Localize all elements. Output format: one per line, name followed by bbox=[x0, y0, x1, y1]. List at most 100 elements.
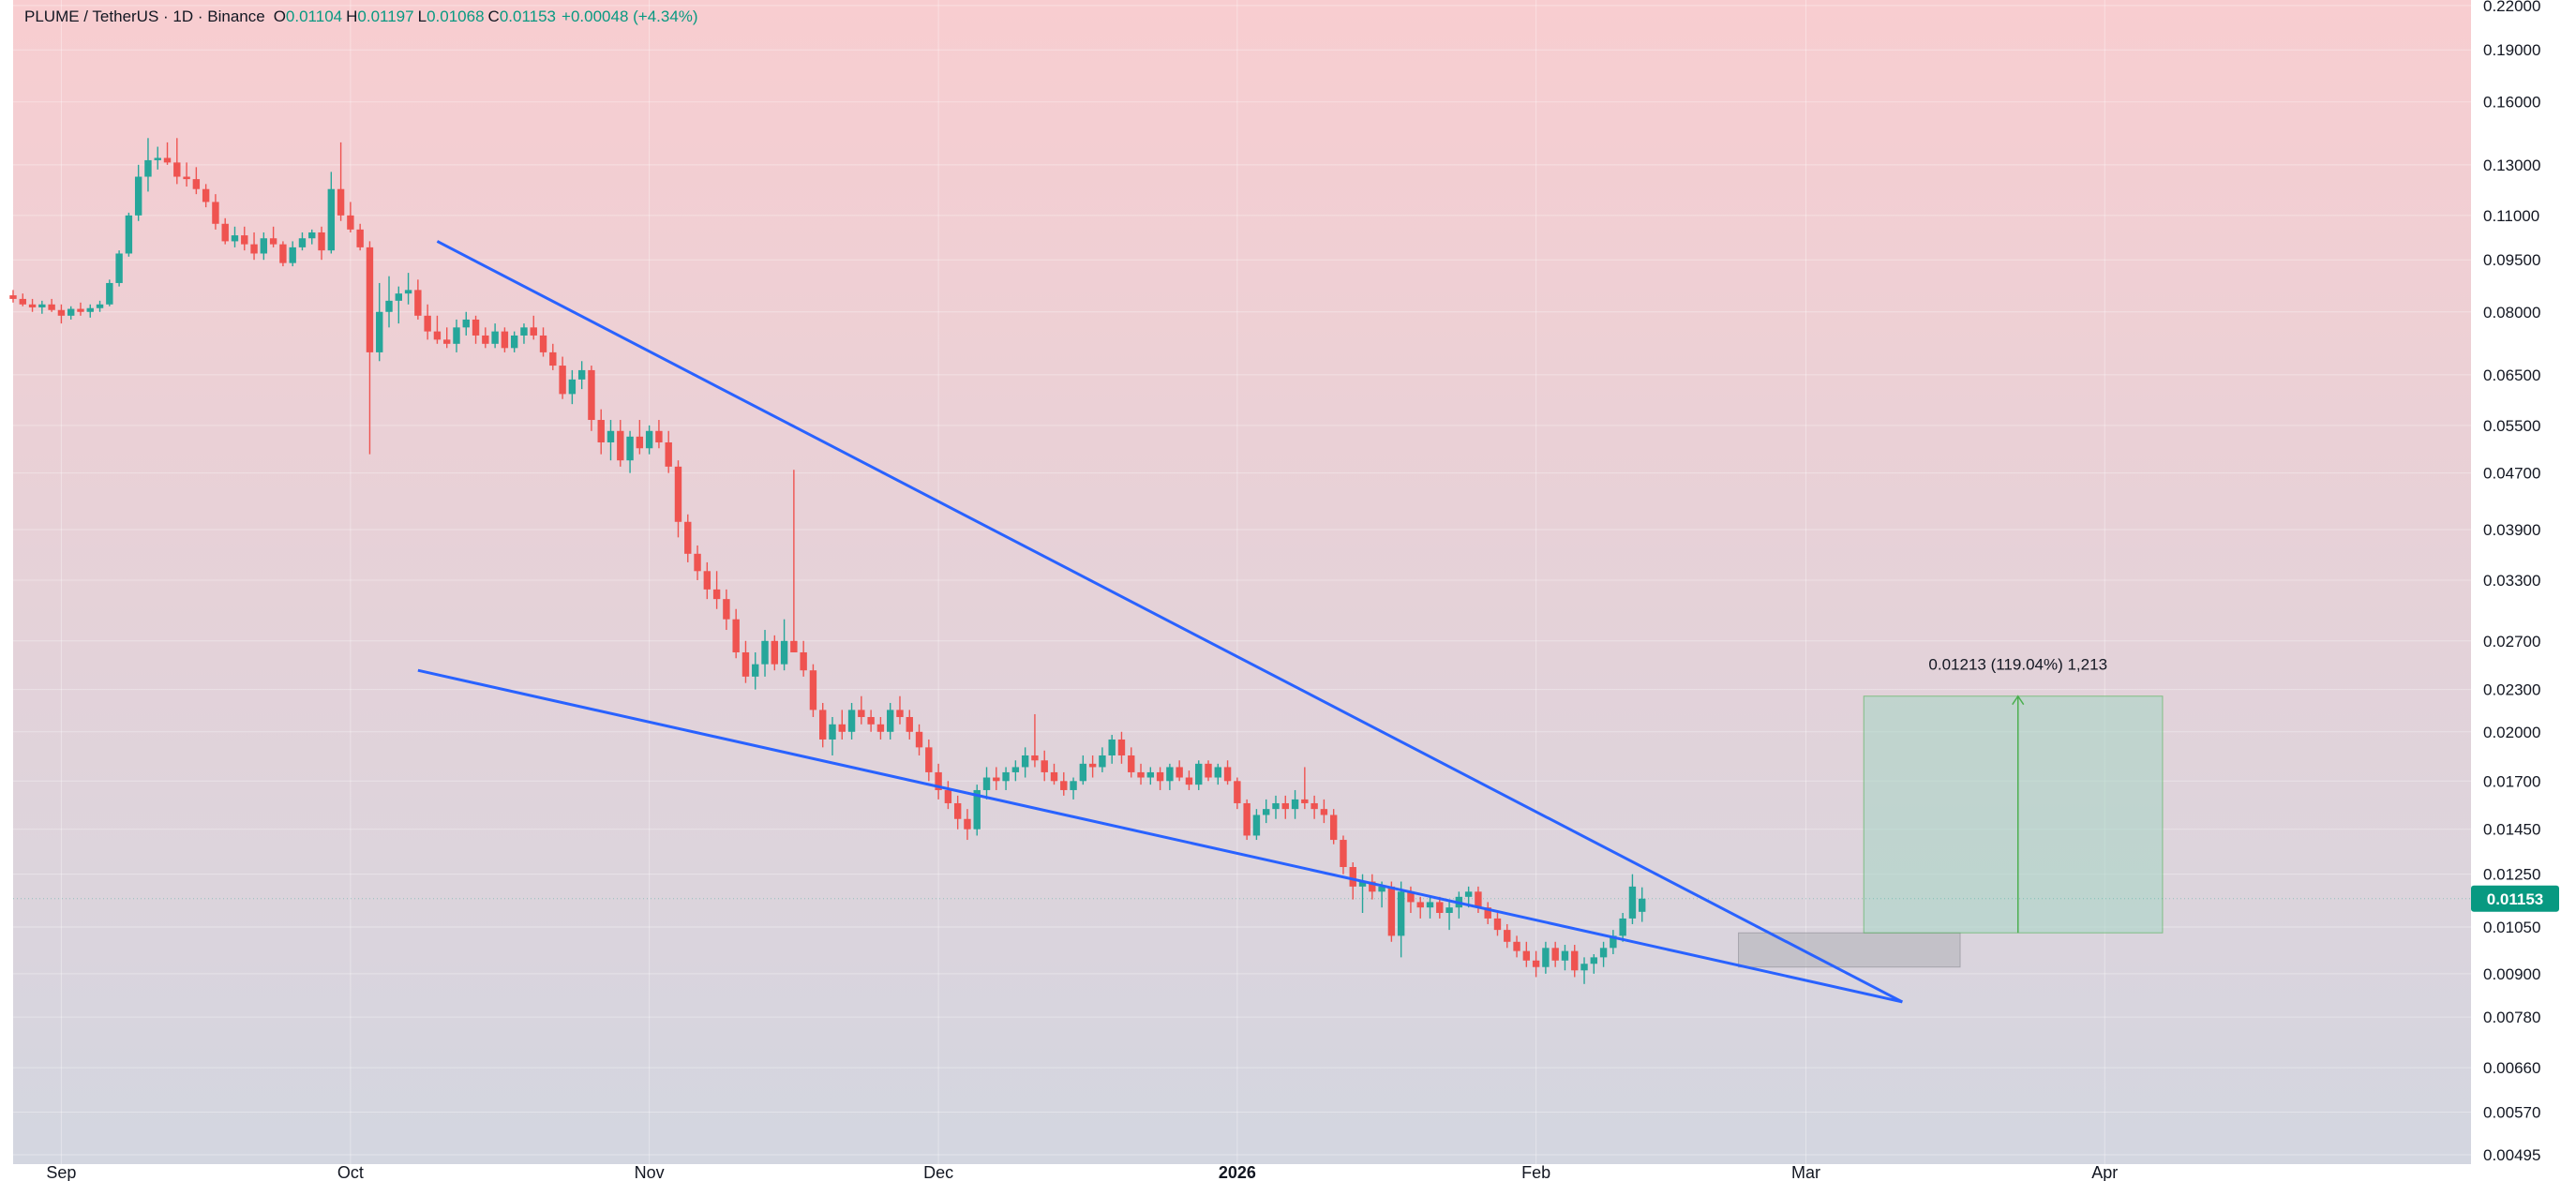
price-tick-label: 0.02000 bbox=[2483, 724, 2540, 741]
candle-body bbox=[404, 290, 412, 294]
high-value: 0.01197 bbox=[357, 7, 414, 25]
candle-body bbox=[173, 162, 181, 177]
candle-body bbox=[154, 157, 161, 160]
price-tick-label: 0.00900 bbox=[2483, 965, 2540, 983]
candle-body bbox=[1021, 755, 1029, 768]
candle-body bbox=[944, 789, 952, 803]
candle-body bbox=[935, 771, 942, 790]
candle-body bbox=[1416, 902, 1424, 908]
price-tick-label: 0.06500 bbox=[2483, 366, 2540, 384]
candle-body bbox=[1397, 891, 1405, 936]
candle-body bbox=[780, 640, 788, 665]
candle-body bbox=[424, 315, 431, 332]
candle-body bbox=[993, 777, 1000, 782]
change-value: +0.00048 (+4.34%) bbox=[562, 7, 698, 25]
candle-body bbox=[279, 244, 287, 263]
candle-body bbox=[1619, 918, 1626, 936]
candle-body bbox=[703, 571, 711, 590]
price-tick-label: 0.02300 bbox=[2483, 681, 2540, 699]
time-tick-label: Nov bbox=[635, 1163, 665, 1181]
candle-body bbox=[1532, 960, 1540, 967]
candle-body bbox=[588, 369, 595, 421]
candle-body bbox=[57, 309, 66, 316]
open-value: 0.01104 bbox=[285, 7, 343, 25]
candle-body bbox=[1272, 802, 1280, 810]
candle-body bbox=[96, 304, 104, 308]
time-tick-label: Apr bbox=[2091, 1163, 2118, 1181]
candle-body bbox=[694, 553, 701, 572]
candle-body bbox=[1378, 886, 1385, 892]
price-tick-label: 0.00495 bbox=[2483, 1146, 2540, 1164]
time-tick-label: Mar bbox=[1791, 1163, 1820, 1181]
candle-body bbox=[1079, 763, 1087, 782]
candle-body bbox=[1639, 898, 1646, 912]
candle-body bbox=[1243, 802, 1251, 836]
candle-body bbox=[1137, 771, 1145, 778]
price-tick-label: 0.03900 bbox=[2483, 521, 2540, 539]
price-tick-label: 0.16000 bbox=[2483, 94, 2540, 112]
ohlc-values: O 0.01104 H 0.01197 L 0.01068 C 0.01153 +0.0… bbox=[270, 7, 698, 26]
candle-body bbox=[1185, 777, 1193, 785]
time-tick-label: 2026 bbox=[1219, 1163, 1256, 1181]
candle-body bbox=[953, 802, 962, 819]
time-axis[interactable]: Sep Oct Nov Dec 2026 Feb Mar Apr bbox=[0, 1163, 2471, 1181]
candle-body bbox=[674, 466, 682, 522]
price-tick-label: 0.00780 bbox=[2483, 1009, 2540, 1026]
candle-body bbox=[568, 379, 577, 395]
upper-trendline[interactable] bbox=[436, 240, 1904, 1004]
candle-body bbox=[1146, 771, 1155, 778]
candle-body bbox=[559, 366, 566, 395]
candle-body bbox=[530, 327, 537, 336]
time-tick-label: Feb bbox=[1521, 1163, 1550, 1181]
candle-body bbox=[77, 308, 84, 312]
lower-trendline[interactable] bbox=[417, 668, 1903, 1004]
price-axis[interactable]: 0.22000 0.19000 0.16000 0.13000 0.11000 0.095… bbox=[2471, 0, 2576, 1181]
candle-body bbox=[847, 710, 856, 732]
candle-body bbox=[684, 521, 692, 554]
candle-body bbox=[771, 640, 779, 665]
candle-body bbox=[867, 717, 875, 725]
close-label: C bbox=[487, 7, 500, 25]
candle-body bbox=[1002, 771, 1010, 782]
price-tick-label: 0.19000 bbox=[2483, 41, 2540, 59]
candle-body bbox=[501, 331, 509, 349]
candle-body bbox=[144, 159, 152, 177]
candle-body bbox=[1166, 767, 1174, 782]
time-tick-label: Oct bbox=[337, 1163, 364, 1181]
candle-body bbox=[1117, 739, 1126, 755]
trendlines[interactable] bbox=[417, 240, 1904, 1004]
price-badge-box bbox=[2471, 885, 2559, 912]
candle-body bbox=[741, 651, 750, 677]
candle-body bbox=[86, 307, 94, 312]
candle-body bbox=[1358, 881, 1367, 887]
candle-body bbox=[982, 777, 991, 790]
symbol-legend[interactable]: PLUME / TetherUS · 1D · Binance O 0.01104… bbox=[24, 5, 698, 29]
candle-body bbox=[260, 238, 268, 254]
candle-body bbox=[1426, 902, 1434, 908]
candle-body bbox=[1369, 881, 1376, 892]
candle-body bbox=[597, 420, 605, 442]
candle-body bbox=[577, 369, 586, 380]
candle-body bbox=[1551, 948, 1559, 961]
candle-body bbox=[607, 430, 615, 442]
candle-body bbox=[906, 717, 913, 732]
candle-body bbox=[876, 724, 885, 732]
time-tick-label: Sep bbox=[46, 1163, 76, 1181]
candle-body bbox=[385, 300, 393, 312]
measure-tool[interactable]: 0.01213 (119.04%) 1,213 bbox=[1928, 656, 2107, 934]
candle-body bbox=[250, 244, 258, 254]
candle-body bbox=[443, 339, 451, 344]
candle-body bbox=[1628, 886, 1637, 919]
candle-body bbox=[1041, 760, 1048, 772]
high-label: H bbox=[346, 7, 358, 25]
candle-body bbox=[356, 229, 364, 247]
symbol-title[interactable]: PLUME / TetherUS · 1D · Binance bbox=[24, 7, 265, 25]
candle-body bbox=[636, 436, 644, 449]
candle-body bbox=[28, 304, 37, 307]
candle-body bbox=[838, 724, 846, 732]
candle-body bbox=[925, 747, 933, 772]
price-tick-label: 0.11000 bbox=[2483, 207, 2539, 225]
candle-body bbox=[1176, 767, 1183, 778]
candle-body bbox=[106, 282, 113, 305]
